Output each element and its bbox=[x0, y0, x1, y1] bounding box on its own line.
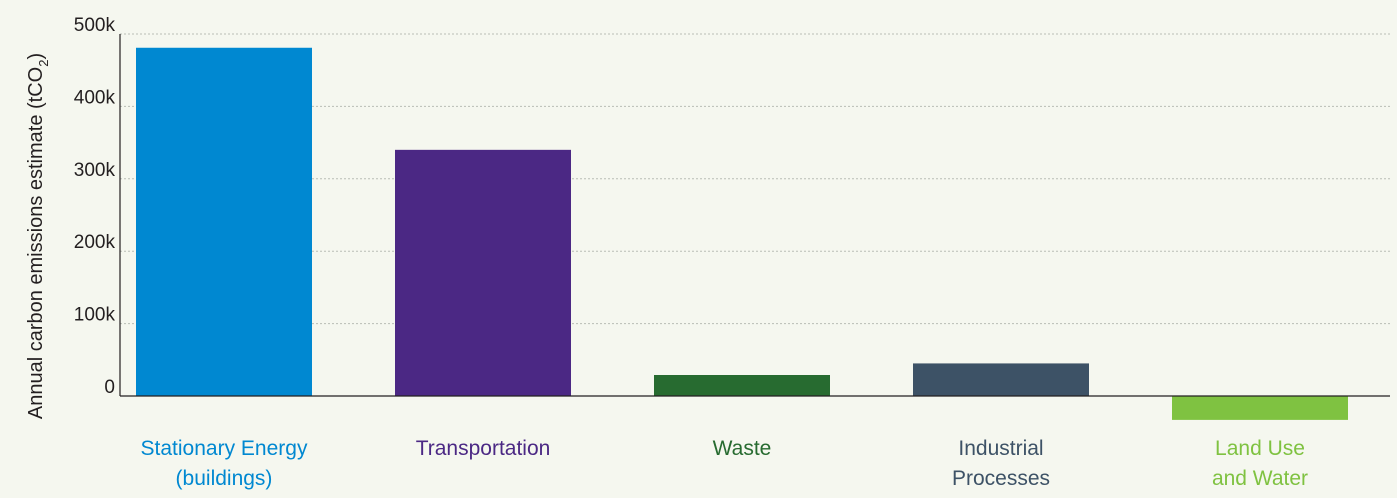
y-axis-title-subscript: 2 bbox=[36, 60, 51, 67]
y-axis-ticks: 0 100k 200k 300k 400k 500k bbox=[74, 15, 116, 398]
y-tick-label: 100k bbox=[74, 305, 116, 326]
bar bbox=[1172, 396, 1348, 420]
y-axis-title: Annual carbon emissions estimate (tCO2) bbox=[25, 53, 51, 419]
bar bbox=[913, 363, 1089, 396]
category-label-line: Industrial bbox=[958, 437, 1043, 460]
category-label-line: Waste bbox=[713, 437, 772, 460]
category-labels: Stationary Energy (buildings) Transportati… bbox=[141, 437, 1309, 490]
y-axis-title-close: ) bbox=[25, 53, 47, 60]
y-tick-label: 200k bbox=[74, 232, 116, 253]
category-label-line: and Water bbox=[1212, 467, 1308, 490]
y-tick-label: 500k bbox=[74, 15, 116, 36]
bar bbox=[395, 149, 571, 396]
bar bbox=[136, 47, 312, 396]
category-label-line: (buildings) bbox=[176, 467, 273, 490]
category-label: Waste bbox=[713, 437, 772, 460]
category-label: Transportation bbox=[416, 437, 551, 460]
category-label: Stationary Energy (buildings) bbox=[141, 437, 308, 490]
category-label-line: Processes bbox=[952, 467, 1050, 490]
bars bbox=[136, 47, 1348, 420]
category-label: Industrial Processes bbox=[952, 437, 1050, 490]
category-label-line: Stationary Energy bbox=[141, 437, 308, 460]
y-tick-label: 300k bbox=[74, 160, 116, 181]
y-tick-label: 400k bbox=[74, 87, 116, 108]
y-axis-title-main: Annual carbon emissions estimate (tCO bbox=[25, 67, 47, 419]
category-label: Land Use and Water bbox=[1212, 437, 1308, 490]
category-label-line: Transportation bbox=[416, 437, 551, 460]
bar bbox=[654, 375, 830, 396]
y-tick-label: 0 bbox=[104, 377, 115, 398]
category-label-line: Land Use bbox=[1215, 437, 1305, 460]
